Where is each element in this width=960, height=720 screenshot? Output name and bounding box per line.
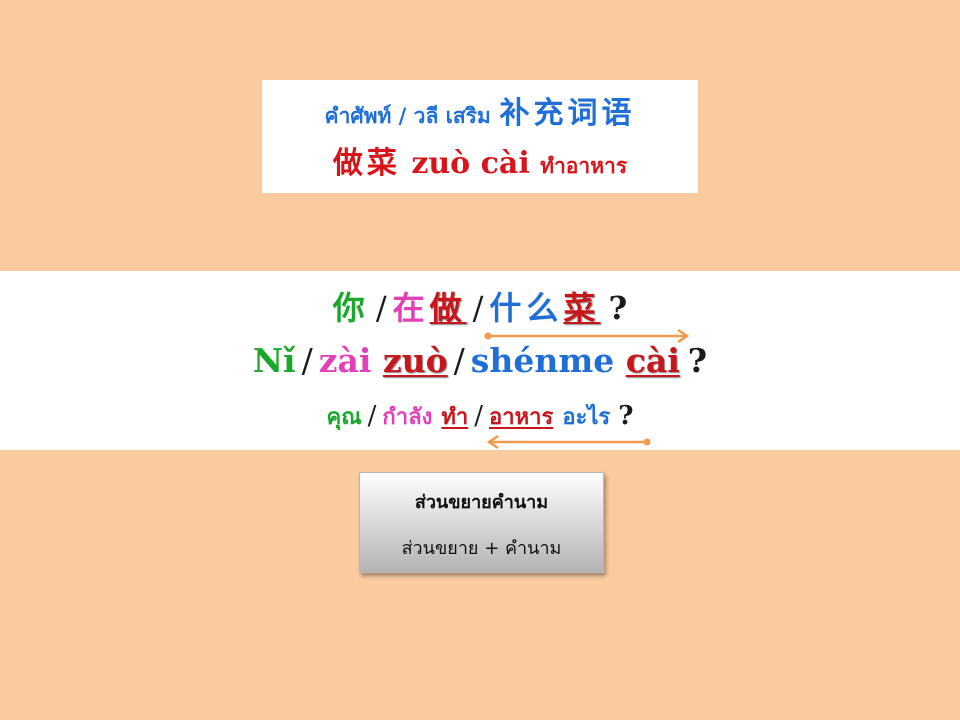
note-title: ส่วนขยายคำนาม [414, 492, 549, 513]
title-box: คำศัพท์ / วลี เสริม 补充词语 做菜 zuò cài ทำอา… [262, 80, 698, 193]
title-chinese-label: 补充词语 [499, 96, 636, 131]
hanzi-word-3b: 菜 [563, 289, 601, 327]
question-mark: ? [687, 341, 708, 380]
question-mark: ? [608, 289, 628, 327]
arrow-right-icon [484, 328, 690, 344]
separator: / [472, 289, 484, 327]
sentence-band: 你 / 在做 / 什么菜? Nǐ / zài zuò / shénme cài? คุณ / กำล… [0, 271, 960, 450]
separator: / [301, 341, 313, 380]
vocab-pinyin: zuò cài [411, 146, 530, 181]
hanzi-word-1: 你 [332, 289, 370, 327]
sentence-hanzi: 你 / 在做 / 什么菜? [0, 283, 960, 329]
pinyin-word-3a: shénme [470, 341, 615, 380]
question-mark: ? [618, 401, 634, 431]
pinyin-word-2b: zuò [382, 341, 448, 380]
vocab-thai: ทำอาหาร [540, 154, 628, 178]
arrow-left-icon [486, 434, 651, 450]
pinyin-word-3b: cài [625, 341, 680, 380]
vocab-hanzi: 做菜 [332, 146, 401, 181]
sentence-pinyin: Nǐ / zài zuò / shénme cài? [0, 341, 960, 380]
thai-word-1: คุณ [326, 405, 362, 430]
thai-word-3b: อะไร [562, 405, 611, 430]
separator: / [367, 401, 377, 431]
thai-word-2a: กำลัง [382, 405, 433, 430]
hanzi-word-3a: 什么 [489, 289, 564, 327]
hanzi-word-2a: 在 [392, 289, 430, 327]
grammar-note-box: ส่วนขยายคำนาม ส่วนขยาย + คำนาม [359, 472, 604, 573]
title-thai-label: คำศัพท์ / วลี เสริม [324, 104, 491, 128]
sentence-thai: คุณ / กำลัง ทำ / อาหาร อะไร? [0, 399, 960, 434]
pinyin-word-2a: zài [318, 341, 372, 380]
hanzi-word-2b: 做 [429, 289, 467, 327]
pinyin-word-1: Nǐ [252, 341, 296, 380]
separator: / [375, 289, 387, 327]
thai-word-3a: อาหาร [489, 405, 554, 430]
note-body: ส่วนขยาย + คำนาม [401, 538, 562, 559]
separator: / [474, 401, 484, 431]
title-line-2: 做菜 zuò cài ทำอาหาร [262, 138, 698, 183]
thai-word-2b: ทำ [441, 405, 469, 430]
title-line-1: คำศัพท์ / วลี เสริม 补充词语 [262, 88, 698, 133]
separator: / [453, 341, 465, 380]
